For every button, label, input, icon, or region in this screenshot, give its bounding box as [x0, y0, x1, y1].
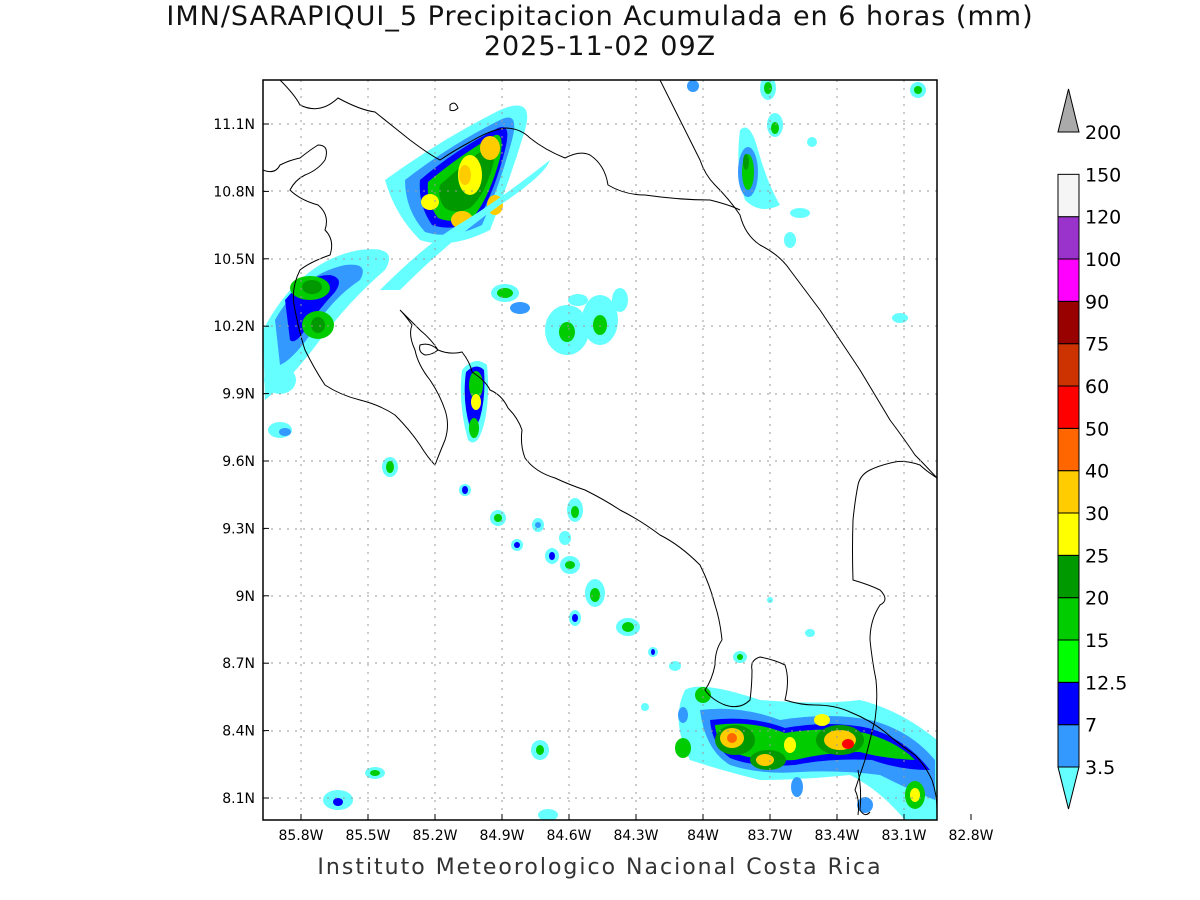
colorbar-lower-arrow	[1057, 766, 1080, 810]
colorbar-swatch	[1057, 216, 1080, 260]
colorbar-swatch	[1057, 639, 1080, 683]
lat-tick-label: 10.8N	[213, 184, 255, 200]
precip-cell	[323, 484, 681, 810]
colorbar-label: 120	[1085, 207, 1121, 229]
lat-tick-label: 9.6N	[222, 454, 255, 470]
lon-tick-label: 85.8W	[278, 828, 323, 844]
latitude-axis: 11.1N 10.8N 10.5N 10.2N 9.9N 9.6N 9.3N 9N 8.7N 8.…	[213, 117, 269, 807]
colorbar-legend: 3.5 7 12.5 15 20 25 30 40 50 60 75 90 100 120 150 200	[1057, 88, 1127, 810]
colorbar-label: 90	[1085, 291, 1109, 313]
lat-tick-label: 8.1N	[222, 791, 255, 807]
colorbar-label: 50	[1085, 418, 1109, 440]
lat-tick-label: 9.3N	[222, 521, 255, 537]
osa-peninsula	[704, 639, 937, 811]
precip-cell	[491, 284, 628, 355]
colorbar-label: 60	[1085, 376, 1109, 398]
colorbar-swatch	[1057, 385, 1080, 429]
coastline-layer	[263, 80, 937, 816]
precip-cell	[538, 597, 937, 820]
colorbar-swatch	[1057, 343, 1080, 387]
colorbar-swatch	[1057, 173, 1080, 218]
panama-border	[852, 460, 937, 816]
longitude-axis: 85.8W 85.5W 85.2W 84.9W 84.6W 84.3W 84W 83.7W 83…	[278, 814, 994, 844]
precip-cell	[687, 80, 926, 323]
lat-tick-label: 9N	[236, 589, 255, 605]
colorbar-label: 200	[1085, 122, 1121, 144]
lat-tick-label: 8.7N	[222, 656, 255, 672]
map-area	[263, 80, 937, 820]
colorbar-label: 12.5	[1085, 672, 1127, 694]
colorbar-swatch	[1057, 427, 1080, 472]
lat-tick-label: 11.1N	[213, 117, 255, 133]
colorbar-swatch	[1057, 681, 1080, 726]
colorbar-swatch	[1057, 597, 1080, 641]
colorbar-swatch	[1057, 554, 1080, 599]
colorbar-label: 150	[1085, 164, 1121, 186]
lon-tick-label: 84.6W	[546, 828, 591, 844]
lon-tick-label: 83.4W	[814, 828, 859, 844]
lon-tick-label: 85.5W	[345, 828, 390, 844]
lat-tick-label: 10.5N	[213, 252, 255, 268]
nicoya-island	[419, 343, 439, 356]
colorbar-swatch	[1057, 512, 1080, 556]
precip-cell	[382, 361, 489, 477]
colorbar-swatch	[1057, 724, 1080, 768]
credit-text: Instituto Meteorologico Nacional Costa R…	[317, 855, 883, 880]
colorbar-label: 75	[1085, 334, 1109, 356]
pacific-coast-north	[263, 144, 723, 641]
lon-tick-label: 82.8W	[948, 828, 993, 844]
lon-tick-label: 84W	[687, 828, 719, 844]
colorbar-swatch	[1057, 300, 1080, 345]
lon-tick-label: 85.2W	[412, 828, 457, 844]
caribbean-coast	[659, 80, 937, 479]
precip-cell	[380, 105, 550, 290]
colorbar-label: 25	[1085, 545, 1109, 567]
lon-tick-label: 83.1W	[881, 828, 926, 844]
nicaragua-border	[279, 80, 741, 211]
lon-tick-label: 84.9W	[479, 828, 524, 844]
colorbar-label: 3.5	[1085, 757, 1115, 779]
map-title: IMN/SARAPIQUI_5 Precipitacion Acumulada …	[166, 1, 1034, 32]
lon-tick-label: 83.7W	[747, 828, 792, 844]
colorbar-swatch	[1057, 470, 1080, 514]
colorbar-label: 40	[1085, 461, 1109, 483]
colorbar-label: 100	[1085, 249, 1121, 271]
lake-islet	[449, 102, 459, 112]
lat-tick-label: 10.2N	[213, 319, 255, 335]
lon-tick-label: 84.3W	[613, 828, 658, 844]
burica-point	[857, 769, 871, 816]
map-frame	[262, 79, 938, 821]
precipitation-layer	[263, 80, 937, 820]
colorbar-swatch	[1057, 258, 1080, 302]
colorbar-label: 15	[1085, 630, 1109, 652]
grid-layer	[263, 80, 937, 820]
lat-tick-label: 9.9N	[222, 387, 255, 403]
colorbar-label: 7	[1085, 715, 1097, 737]
colorbar-label: 30	[1085, 503, 1109, 525]
colorbar-upper-arrow	[1057, 88, 1080, 133]
lat-tick-label: 8.4N	[222, 724, 255, 740]
colorbar-label: 20	[1085, 588, 1109, 610]
map-datetime: 2025-11-02 09Z	[483, 31, 717, 62]
